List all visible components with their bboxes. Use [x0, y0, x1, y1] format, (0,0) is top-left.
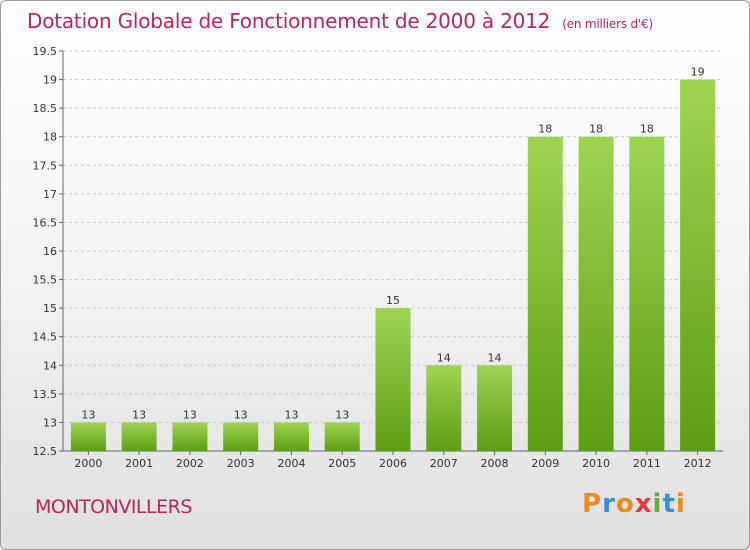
x-tick-label: 2000: [74, 457, 102, 470]
x-tick-label: 2008: [481, 457, 509, 470]
x-tick-label: 2010: [582, 457, 610, 470]
data-label: 13: [81, 408, 95, 421]
chart-title: Dotation Globale de Fonctionnement de 20…: [27, 9, 653, 33]
data-label: 13: [183, 408, 197, 421]
y-tick-label: 14.5: [33, 331, 58, 344]
y-tick-label: 18.5: [33, 102, 58, 115]
bar-2000: [70, 422, 106, 451]
data-label: 15: [386, 294, 400, 307]
bar-2005: [324, 422, 360, 451]
bar-2008: [477, 365, 513, 451]
bar-2001: [121, 422, 157, 451]
x-tick-label: 2009: [531, 457, 559, 470]
data-label: 19: [691, 66, 705, 79]
x-tick-label: 2005: [328, 457, 356, 470]
data-label: 14: [437, 351, 451, 364]
y-tick-label: 19.5: [33, 45, 58, 58]
bar-2002: [172, 422, 208, 451]
x-tick-label: 2007: [430, 457, 458, 470]
bar-2010: [578, 136, 614, 451]
bar-2009: [527, 136, 563, 451]
data-label: 13: [335, 408, 349, 421]
bar-2006: [375, 308, 411, 451]
bar-2003: [223, 422, 259, 451]
logo-letter: t: [662, 489, 676, 519]
y-tick-label: 18: [43, 131, 57, 144]
x-tick-label: 2012: [684, 457, 712, 470]
y-tick-label: 15.5: [33, 274, 58, 287]
x-tick-label: 2001: [125, 457, 153, 470]
y-tick-label: 13: [43, 416, 57, 429]
chart-title-text: Dotation Globale de Fonctionnement de 20…: [27, 9, 551, 33]
y-tick-label: 13.5: [33, 388, 58, 401]
data-label: 13: [234, 408, 248, 421]
bar-2007: [426, 365, 462, 451]
commune-name: MONTONVILLERS: [35, 496, 192, 518]
bar-2004: [273, 422, 309, 451]
axes: 12.5 13 13.5 14 14.5 15 15.5 16 16.5 17 17.5 18 18.5…: [33, 45, 723, 470]
proxiti-logo[interactable]: Proxiti: [582, 489, 686, 519]
bars: [70, 79, 716, 452]
data-label: 18: [589, 123, 603, 136]
y-tick-label: 17.5: [33, 159, 58, 172]
logo-letter: i: [675, 489, 686, 519]
x-tick-label: 2003: [227, 457, 255, 470]
bar-2011: [629, 136, 665, 451]
data-label: 13: [284, 408, 298, 421]
x-tick-label: 2002: [176, 457, 204, 470]
chart-subtitle: (en milliers d'€): [562, 17, 653, 31]
y-tick-label: 19: [43, 74, 57, 87]
bar-2012: [680, 79, 716, 452]
y-tick-label: 15: [43, 302, 57, 315]
logo-letter: r: [602, 489, 616, 519]
y-tick-label: 17: [43, 188, 57, 201]
data-label: 18: [538, 123, 552, 136]
y-tick-label: 12.5: [33, 445, 58, 458]
y-tick-label: 16: [43, 245, 57, 258]
data-labels: 13 13 13 13 13 13 15 14 14 18 18 18 19: [81, 66, 704, 422]
logo-letter: x: [634, 489, 653, 519]
data-label: 18: [640, 123, 654, 136]
x-tick-label: 2011: [633, 457, 661, 470]
data-label: 14: [488, 351, 502, 364]
logo-letter: P: [582, 489, 603, 519]
x-tick-label: 2004: [277, 457, 305, 470]
logo-letter: o: [615, 489, 635, 519]
y-tick-label: 14: [43, 359, 57, 372]
data-label: 13: [132, 408, 146, 421]
x-tick-label: 2006: [379, 457, 407, 470]
logo-letter: i: [652, 489, 663, 519]
y-tick-label: 16.5: [33, 216, 58, 229]
